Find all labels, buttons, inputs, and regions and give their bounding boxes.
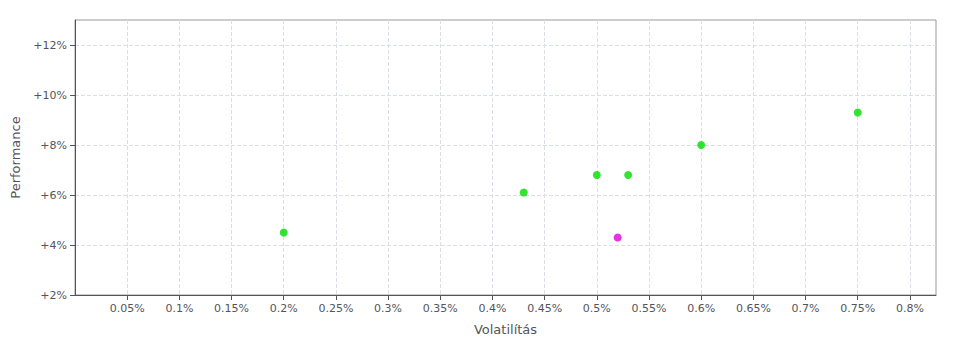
svg-text:0.5%: 0.5%	[583, 302, 611, 315]
svg-text:0.35%: 0.35%	[423, 302, 458, 315]
svg-text:+2%: +2%	[40, 289, 67, 302]
svg-text:0.2%: 0.2%	[270, 302, 298, 315]
svg-text:0.3%: 0.3%	[374, 302, 402, 315]
svg-text:0.8%: 0.8%	[896, 302, 924, 315]
svg-text:0.6%: 0.6%	[687, 302, 715, 315]
svg-text:0.75%: 0.75%	[840, 302, 875, 315]
svg-text:+10%: +10%	[33, 89, 67, 102]
svg-text:+8%: +8%	[40, 139, 67, 152]
svg-text:0.25%: 0.25%	[318, 302, 353, 315]
svg-text:Volatilítás: Volatilítás	[474, 322, 537, 337]
svg-text:+6%: +6%	[40, 189, 67, 202]
svg-text:0.45%: 0.45%	[527, 302, 562, 315]
svg-text:Performance: Performance	[8, 116, 23, 198]
svg-text:0.7%: 0.7%	[792, 302, 820, 315]
svg-text:0.15%: 0.15%	[214, 302, 249, 315]
svg-text:+4%: +4%	[40, 239, 67, 252]
svg-text:0.1%: 0.1%	[165, 302, 193, 315]
svg-text:0.4%: 0.4%	[478, 302, 506, 315]
svg-text:0.65%: 0.65%	[736, 302, 771, 315]
svg-text:+12%: +12%	[33, 39, 67, 52]
svg-text:0.55%: 0.55%	[632, 302, 667, 315]
svg-text:0.05%: 0.05%	[110, 302, 145, 315]
